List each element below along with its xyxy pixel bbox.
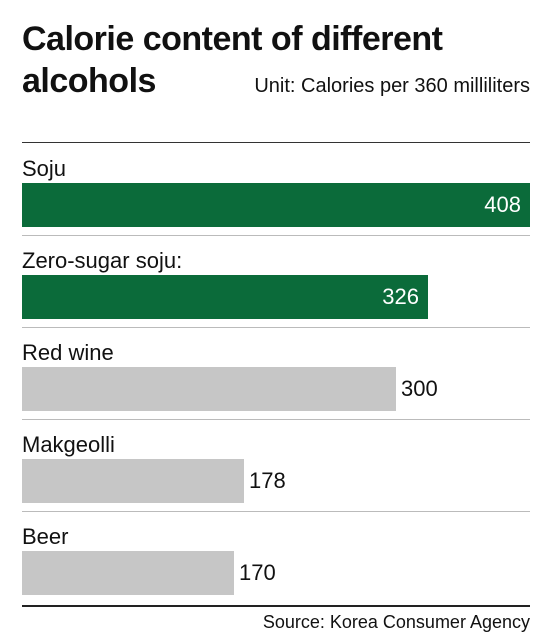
category-label: Soju bbox=[22, 156, 67, 181]
bar bbox=[22, 275, 428, 319]
unit-label: Unit: Calories per 360 milliliters bbox=[254, 75, 530, 97]
bottom-rule bbox=[22, 605, 530, 607]
row-separator bbox=[22, 327, 530, 328]
category-label: Makgeolli bbox=[22, 432, 115, 457]
chart-title: Calorie content of different alcohols bbox=[22, 20, 443, 100]
row-separator bbox=[22, 511, 530, 512]
data-label: 408 bbox=[484, 192, 521, 217]
source-note: Source: Korea Consumer Agency bbox=[262, 612, 530, 632]
bar bbox=[22, 551, 234, 595]
data-label: 300 bbox=[401, 376, 438, 401]
top-rule bbox=[22, 142, 530, 143]
data-label: 178 bbox=[249, 468, 286, 493]
row-separator bbox=[22, 419, 530, 420]
data-label: 170 bbox=[239, 560, 276, 585]
category-label: Beer bbox=[22, 524, 69, 549]
data-label: 326 bbox=[382, 284, 419, 309]
category-label: Red wine bbox=[22, 340, 114, 365]
bar bbox=[22, 459, 244, 503]
bar bbox=[22, 183, 530, 227]
bar bbox=[22, 367, 396, 411]
category-label: Zero-sugar soju: bbox=[22, 248, 183, 273]
row-separator bbox=[22, 235, 530, 236]
